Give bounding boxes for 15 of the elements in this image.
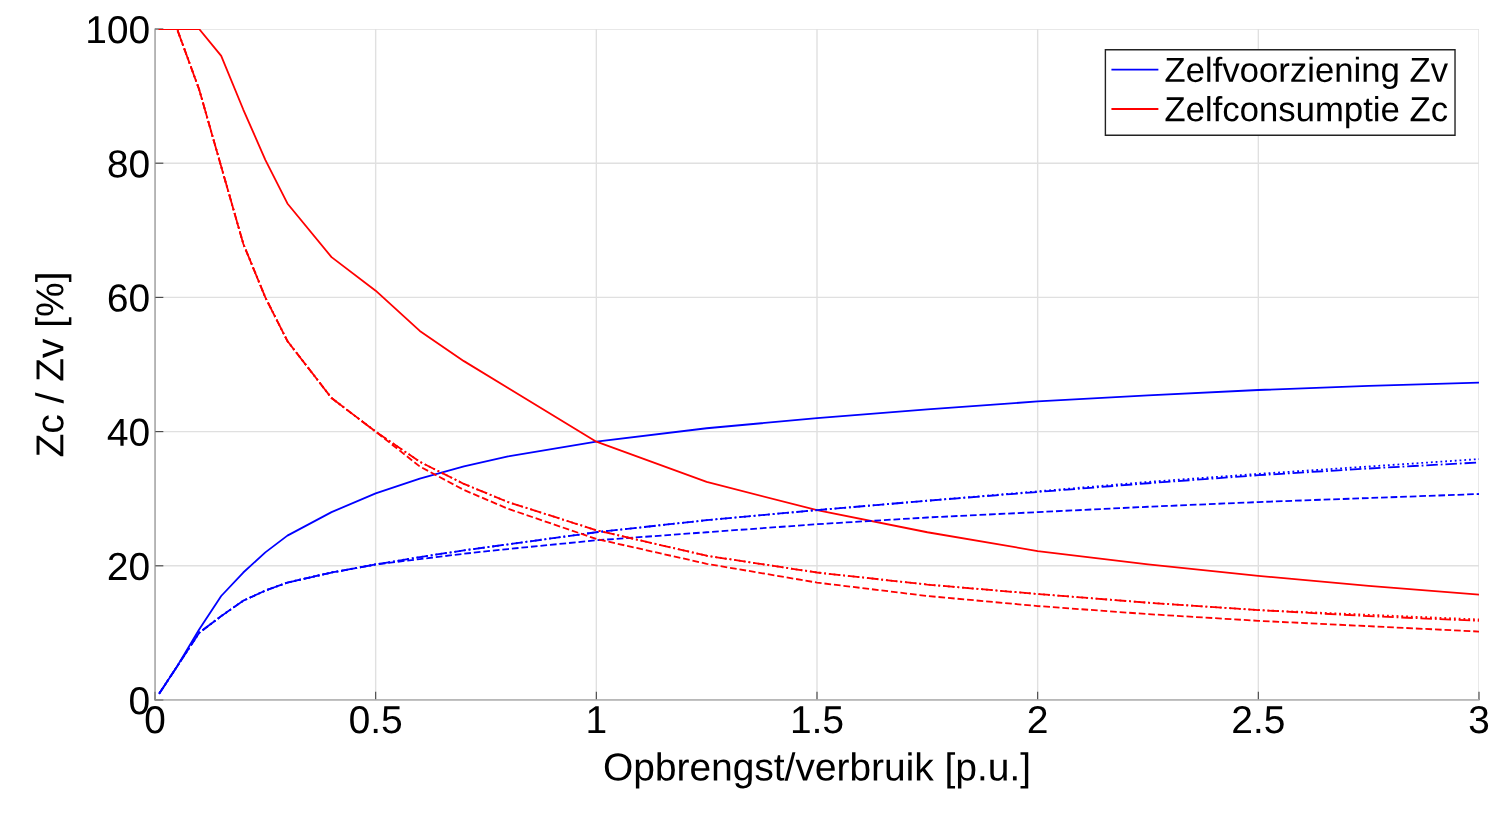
y-tick-label: 40 xyxy=(107,418,149,447)
legend-label: Zelfconsumptie Zc xyxy=(1165,95,1448,129)
x-tick-label: 0.5 xyxy=(350,705,402,734)
x-tick-label: 3 xyxy=(1469,705,1489,734)
legend-label: Zelfvoorziening Zv xyxy=(1165,56,1448,90)
x-tick-label: 1 xyxy=(588,706,606,734)
x-tick-label: 1.5 xyxy=(792,706,843,734)
y-tick-label: 100 xyxy=(88,15,149,44)
x-axis-title: Opbrengst/verbruik [p.u.] xyxy=(604,752,1029,789)
y-axis-title: Zc / Zv [%] xyxy=(35,274,72,457)
x-tick-label: 2 xyxy=(1028,705,1047,734)
y-tick-label: 80 xyxy=(108,150,149,178)
x-tick-label: 2.5 xyxy=(1233,705,1284,734)
y-tick-label: 20 xyxy=(108,552,149,581)
y-tick-label: 60 xyxy=(108,284,149,312)
